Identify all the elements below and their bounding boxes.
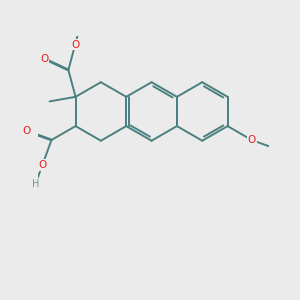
Text: H: H xyxy=(32,179,39,189)
Text: O: O xyxy=(22,126,31,136)
Text: O: O xyxy=(248,135,256,145)
Text: O: O xyxy=(38,160,46,170)
Text: O: O xyxy=(40,54,49,64)
Text: O: O xyxy=(71,40,79,50)
